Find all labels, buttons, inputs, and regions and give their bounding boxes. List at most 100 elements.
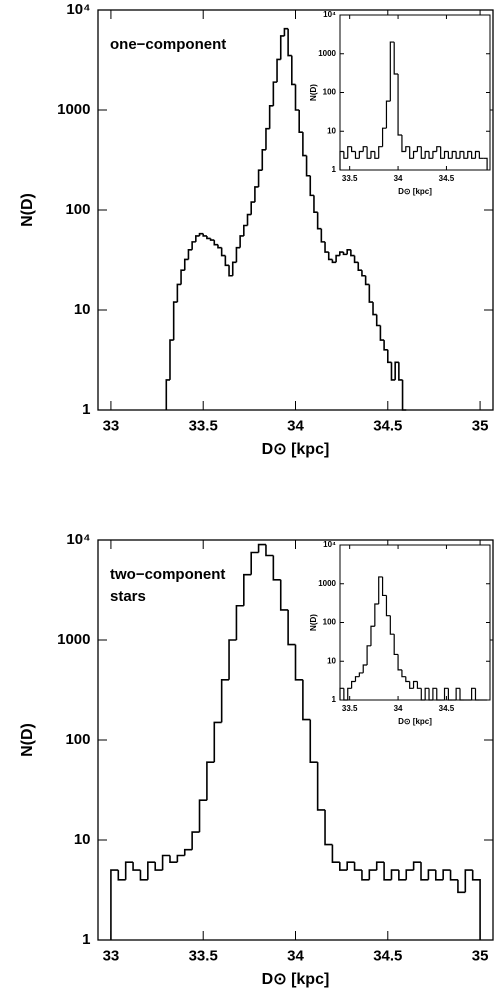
- histogram-bin: [362, 146, 368, 152]
- histogram-bin: [385, 595, 391, 617]
- x-tick-label: 34.5: [439, 174, 455, 183]
- histogram-bin: [206, 761, 215, 801]
- y-axis-label: N(D): [19, 723, 36, 757]
- histogram-bin: [243, 573, 252, 606]
- histogram-bin: [449, 870, 458, 881]
- histogram-bin: [390, 362, 396, 381]
- histogram-bin: [389, 615, 395, 635]
- histogram-bin: [257, 543, 266, 553]
- histogram-bin: [474, 688, 480, 701]
- histogram-bin: [195, 235, 200, 242]
- y-tick-label: 100: [65, 731, 90, 748]
- histogram-bin: [424, 687, 430, 700]
- histogram-bin: [176, 283, 182, 303]
- histogram-bin: [372, 302, 377, 316]
- histogram-bin: [139, 870, 148, 881]
- histogram-bin: [243, 224, 248, 236]
- histogram-bin: [305, 155, 311, 177]
- histogram-bin: [272, 555, 281, 581]
- histogram-bin: [364, 275, 370, 286]
- annotation: one−component: [110, 36, 226, 53]
- histogram-bin: [350, 249, 355, 257]
- y-tick-label: 10⁴: [66, 1, 90, 18]
- y-tick-label: 10⁴: [323, 540, 336, 549]
- histogram-bin: [436, 688, 441, 701]
- y-tick-label: 1: [82, 931, 90, 948]
- histogram-bin: [165, 379, 170, 410]
- histogram-bin: [235, 246, 241, 263]
- x-tick-label: 34.5: [439, 704, 455, 713]
- histogram-bin: [381, 127, 387, 147]
- x-tick-label: 34.5: [373, 947, 402, 964]
- histogram-bin: [393, 634, 399, 656]
- histogram-bin: [343, 688, 348, 701]
- histogram-bin: [471, 151, 476, 159]
- x-tick-label: 34.5: [373, 417, 402, 434]
- y-axis-label: N(D): [19, 193, 36, 227]
- histogram-bin: [327, 252, 333, 261]
- histogram-bin: [368, 284, 374, 303]
- histogram-bin: [366, 146, 371, 159]
- histogram-bin: [154, 862, 163, 871]
- histogram-bin: [428, 688, 433, 701]
- x-tick-label: 35: [472, 417, 489, 434]
- histogram-bin: [324, 241, 329, 253]
- y-axis-label: N(D): [309, 614, 318, 631]
- y-tick-label: 10⁴: [66, 531, 90, 548]
- plot-frame: [339, 14, 491, 171]
- histogram-bin: [187, 248, 193, 260]
- histogram-bin: [302, 132, 307, 157]
- histogram-bin: [432, 150, 437, 159]
- histogram-bin: [401, 669, 406, 678]
- histogram-bin: [294, 644, 303, 681]
- histogram-bin: [265, 127, 270, 150]
- histogram-bin: [320, 228, 326, 243]
- histogram-bin: [478, 151, 484, 159]
- histogram-bin: [412, 861, 422, 871]
- histogram-bin: [412, 150, 418, 159]
- histogram-bin: [198, 232, 204, 236]
- histogram-bin: [347, 146, 352, 159]
- histogram-bin: [132, 862, 141, 871]
- histogram-bin: [316, 762, 326, 811]
- y-tick-label: 1000: [57, 101, 90, 118]
- annotation: two−component: [110, 566, 225, 583]
- x-tick-label: 34: [287, 417, 304, 434]
- x-axis-label: D⊙ [kpc]: [262, 441, 330, 458]
- histogram-bin: [374, 603, 379, 627]
- histogram-bin: [338, 251, 344, 256]
- histogram-bin: [261, 148, 266, 171]
- y-tick-label: 10: [327, 126, 336, 135]
- histogram-bin: [416, 681, 422, 689]
- histogram-bin: [440, 146, 445, 159]
- x-tick-label: 34: [394, 704, 403, 713]
- histogram-bin: [239, 235, 244, 248]
- histogram-bin: [443, 687, 449, 700]
- histogram-bin: [434, 870, 444, 881]
- histogram-bin: [346, 861, 355, 871]
- x-axis-label: D⊙ [kpc]: [398, 187, 432, 196]
- histogram-bin: [362, 664, 368, 673]
- histogram-bin: [313, 195, 318, 214]
- histogram-bin: [416, 146, 422, 152]
- histogram-bin: [213, 721, 222, 763]
- y-tick-label: 10: [74, 301, 91, 318]
- annotation: stars: [110, 588, 146, 605]
- histogram-bin: [335, 254, 340, 263]
- y-tick-label: 1: [332, 165, 337, 174]
- histogram-bin: [220, 247, 226, 257]
- histogram-bin: [228, 639, 237, 680]
- histogram-bin: [358, 150, 364, 159]
- histogram-bin: [386, 349, 392, 364]
- histogram-bin: [383, 862, 392, 881]
- histogram-bin: [161, 854, 170, 871]
- histogram-bin: [346, 248, 351, 255]
- x-tick-label: 33.5: [189, 947, 218, 964]
- histogram-bin: [385, 100, 391, 129]
- histogram-bin: [397, 74, 402, 136]
- histogram-bin: [235, 604, 244, 640]
- histogram-bin: [379, 325, 385, 341]
- histogram-bin: [202, 233, 207, 237]
- histogram-bin: [220, 678, 230, 723]
